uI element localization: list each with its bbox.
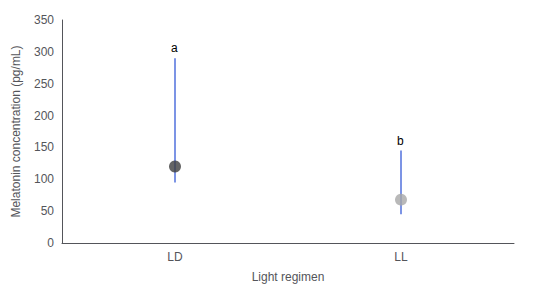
svg-text:250: 250 xyxy=(34,77,54,91)
svg-text:200: 200 xyxy=(34,109,54,123)
svg-text:0: 0 xyxy=(47,236,54,250)
svg-text:a: a xyxy=(171,41,178,55)
svg-text:300: 300 xyxy=(34,45,54,59)
svg-text:Melatonin concentration (pg/mL: Melatonin concentration (pg/mL) xyxy=(9,45,23,217)
svg-text:50: 50 xyxy=(41,204,55,218)
svg-text:Light regimen: Light regimen xyxy=(252,270,325,284)
svg-text:LL: LL xyxy=(394,250,408,264)
svg-text:350: 350 xyxy=(34,13,54,27)
svg-text:LD: LD xyxy=(167,250,183,264)
svg-text:150: 150 xyxy=(34,140,54,154)
svg-text:b: b xyxy=(397,134,404,148)
svg-text:100: 100 xyxy=(34,172,54,186)
